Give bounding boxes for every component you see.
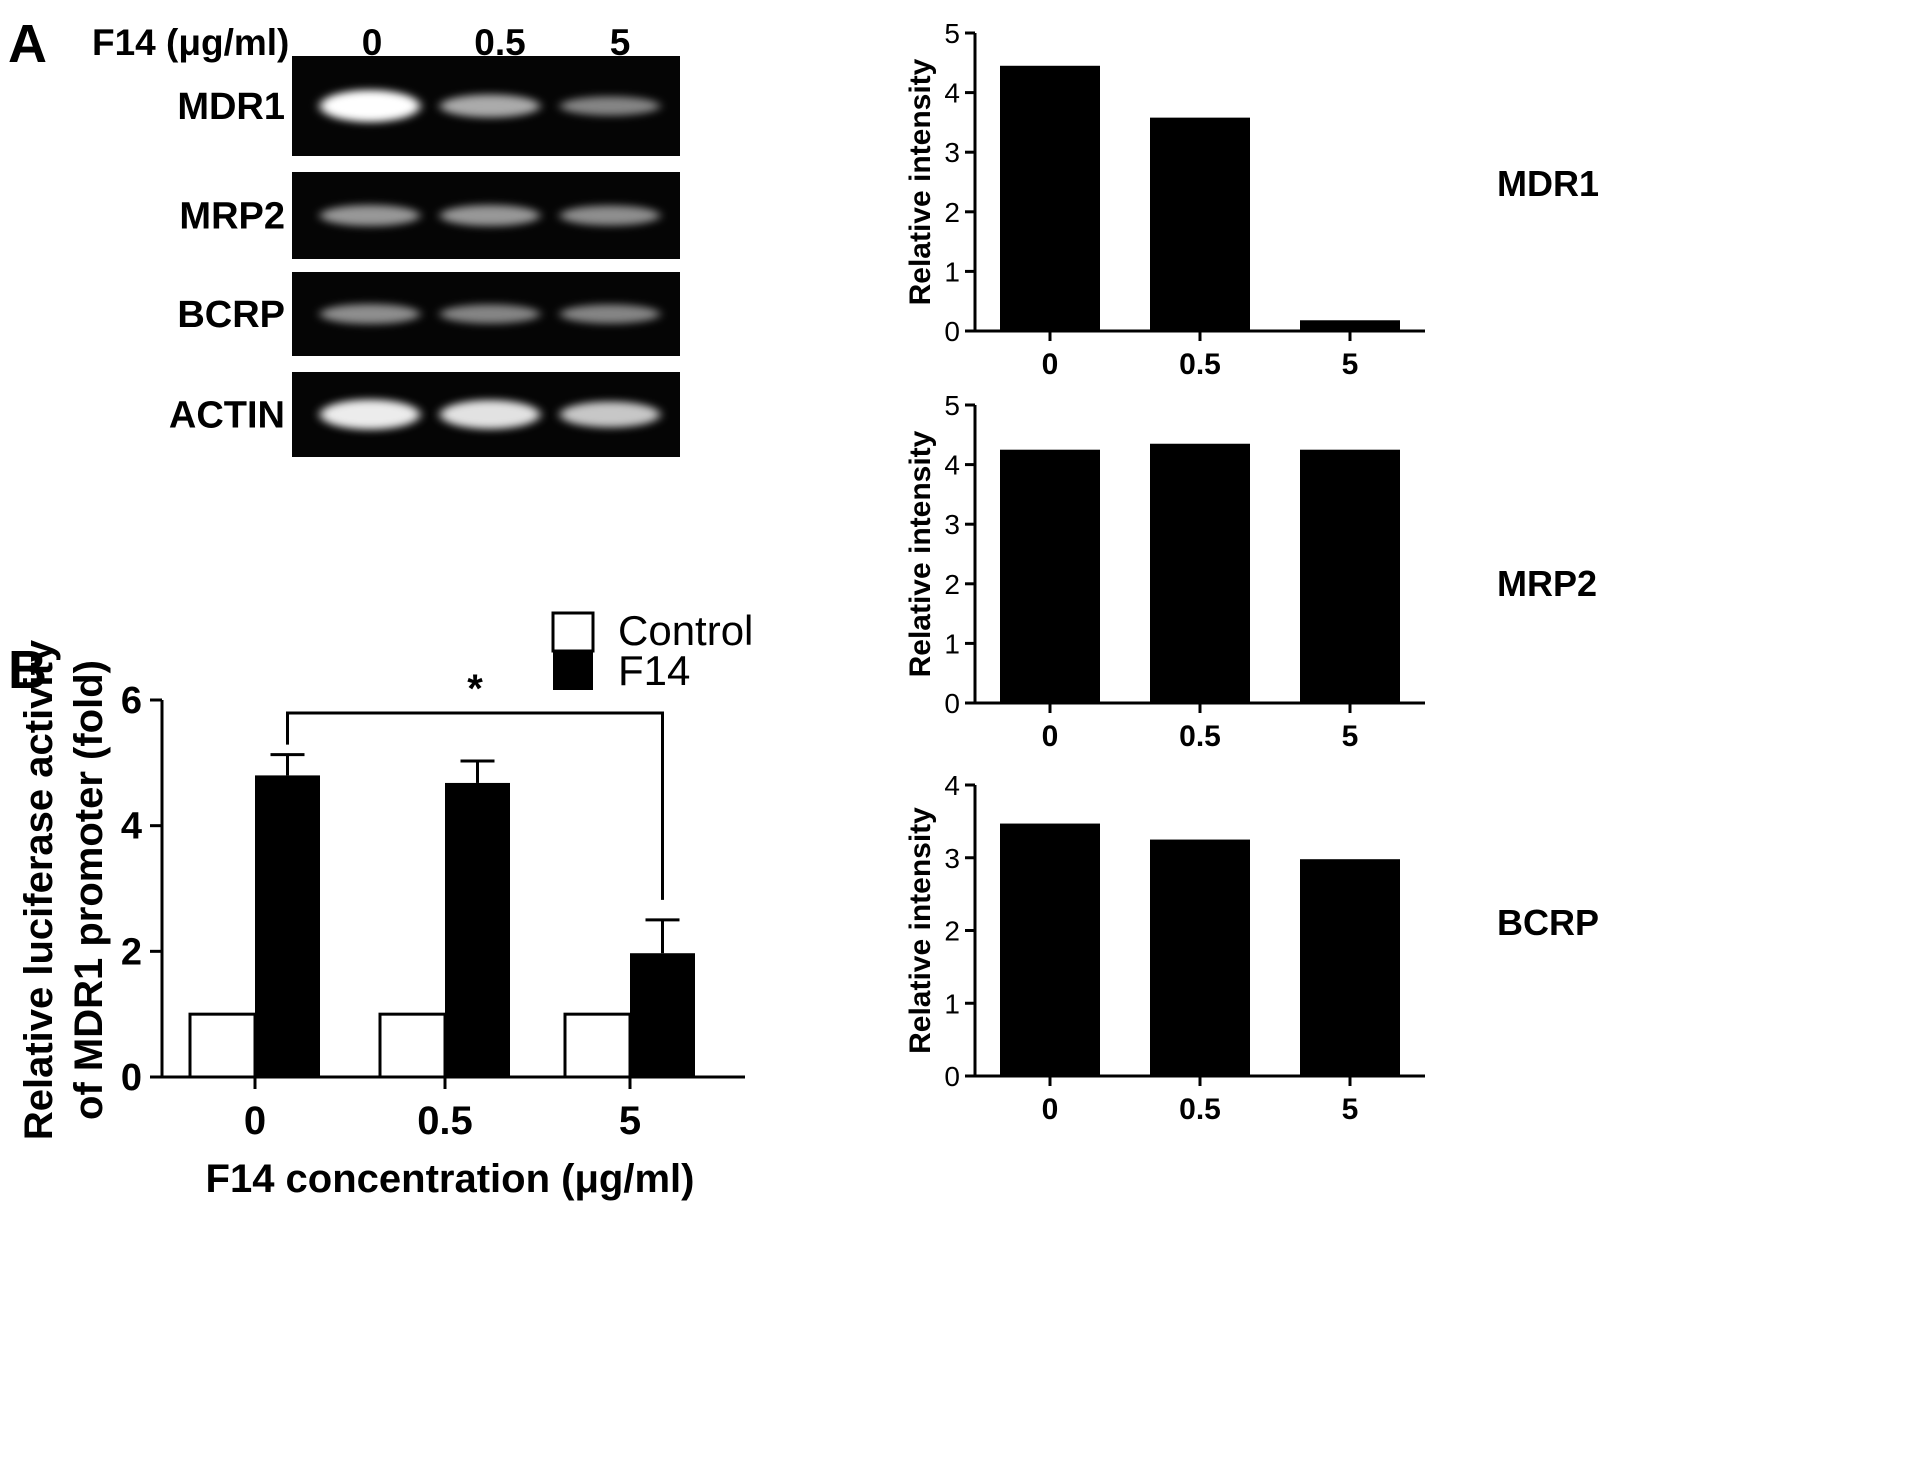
x-tick-label: 0.5 bbox=[1179, 720, 1221, 753]
gel-band bbox=[560, 205, 660, 226]
y-tick-label: 5 bbox=[944, 18, 960, 49]
gel-band bbox=[560, 304, 660, 324]
x-tick-label: 0.5 bbox=[1179, 1093, 1221, 1126]
y-tick-label: 0 bbox=[944, 316, 960, 347]
y-tick-label: 2 bbox=[944, 197, 960, 228]
y-tick-label: 3 bbox=[944, 843, 960, 874]
intensity-chart-bcrp: 0 1 2 3 4 0 0.5 5 Relative intensity BCRP bbox=[904, 770, 1599, 1126]
x-tick-label: 5 bbox=[619, 1099, 641, 1143]
y-axis-label-line-1: Relative luciferase activity bbox=[17, 639, 61, 1140]
side-label: MRP2 bbox=[1497, 563, 1597, 604]
x-tick-label: 0 bbox=[1042, 720, 1059, 753]
y-tick-label: 2 bbox=[944, 916, 960, 947]
y-tick-label: 4 bbox=[944, 450, 960, 481]
gel-band bbox=[560, 96, 660, 116]
y-tick-label: 6 bbox=[121, 680, 142, 722]
gel-band bbox=[440, 304, 540, 324]
legend-swatch-control bbox=[551, 611, 595, 653]
significance-marker: * bbox=[467, 667, 483, 711]
y-tick-label: 2 bbox=[121, 931, 142, 973]
control-bar bbox=[188, 1012, 257, 1079]
f14-bar bbox=[630, 953, 695, 1077]
bar bbox=[1300, 449, 1400, 703]
x-tick-label: 0.5 bbox=[417, 1099, 473, 1143]
panel-a-label: A bbox=[8, 14, 47, 74]
x-axis-label: F14 concentration (μg/ml) bbox=[206, 1157, 695, 1201]
y-axis-label: Relative intensity bbox=[904, 430, 937, 677]
y-tick-label: 4 bbox=[944, 770, 960, 801]
side-label: MDR1 bbox=[1497, 163, 1599, 204]
gel-band bbox=[440, 94, 540, 118]
gel-band bbox=[320, 399, 420, 430]
y-tick-label: 1 bbox=[944, 628, 960, 659]
f14-bar bbox=[445, 782, 510, 1077]
y-tick-label: 0 bbox=[944, 688, 960, 719]
y-tick-label: 1 bbox=[944, 988, 960, 1019]
x-tick-label: 0 bbox=[1042, 348, 1059, 381]
x-tick-label: 0 bbox=[1042, 1093, 1059, 1126]
y-tick-label: 2 bbox=[944, 569, 960, 600]
bar bbox=[1000, 449, 1100, 703]
gel-band bbox=[440, 400, 540, 429]
y-tick-label: 0 bbox=[944, 1061, 960, 1092]
y-tick-label: 5 bbox=[944, 390, 960, 421]
y-axis-label: Relative intensity bbox=[904, 807, 937, 1054]
gel-label: MDR1 bbox=[177, 86, 285, 128]
x-tick-label: 0.5 bbox=[1179, 348, 1221, 381]
y-tick-label: 3 bbox=[944, 137, 960, 168]
x-tick-label: 5 bbox=[1342, 720, 1359, 753]
y-tick-label: 4 bbox=[121, 806, 142, 848]
y-tick-label: 0 bbox=[121, 1057, 142, 1099]
gel-band bbox=[320, 90, 420, 122]
control-bar bbox=[563, 1012, 632, 1079]
y-tick-label: 1 bbox=[944, 256, 960, 287]
gel-band bbox=[560, 401, 660, 428]
gel-images: MDR1 MRP2 BCRP ACTIN bbox=[169, 56, 680, 457]
y-axis-label: Relative intensity bbox=[904, 58, 937, 305]
x-tick-label: 5 bbox=[1342, 348, 1359, 381]
lane-label: 0 bbox=[362, 22, 383, 63]
f14-bar bbox=[255, 775, 320, 1077]
lane-label: 5 bbox=[610, 22, 631, 63]
side-label: BCRP bbox=[1497, 902, 1599, 943]
gel-band bbox=[440, 205, 540, 226]
panel-b-label: B bbox=[8, 640, 47, 700]
significance-bracket bbox=[286, 711, 664, 900]
legend-label-f14: F14 bbox=[618, 647, 690, 694]
y-tick-label: 4 bbox=[944, 78, 960, 109]
bar bbox=[1150, 117, 1250, 331]
legend-label-control: Control bbox=[618, 607, 753, 654]
legend-swatch-f14 bbox=[553, 652, 593, 690]
bar bbox=[1000, 65, 1100, 331]
luciferase-chart: 0 2 4 6 0 0.5 5 F14 concentration (μg/ml) Relati… bbox=[17, 607, 753, 1201]
panel-a-header: F14 (μg/ml) bbox=[92, 22, 289, 63]
bar bbox=[1150, 443, 1250, 703]
control-bar bbox=[378, 1012, 447, 1079]
bar bbox=[1300, 859, 1400, 1076]
bar bbox=[1000, 823, 1100, 1076]
bar bbox=[1150, 839, 1250, 1076]
bar bbox=[1300, 320, 1400, 331]
gel-band bbox=[320, 205, 420, 226]
gel-label: BCRP bbox=[177, 294, 285, 336]
gel-label: MRP2 bbox=[179, 196, 285, 238]
y-axis-label-line-2: of MDR1 promoter (fold) bbox=[67, 660, 111, 1120]
x-tick-label: 5 bbox=[1342, 1093, 1359, 1126]
gel-band bbox=[320, 304, 420, 324]
x-tick-label: 0 bbox=[244, 1099, 266, 1143]
gel-label: ACTIN bbox=[169, 395, 285, 437]
y-tick-label: 3 bbox=[944, 509, 960, 540]
